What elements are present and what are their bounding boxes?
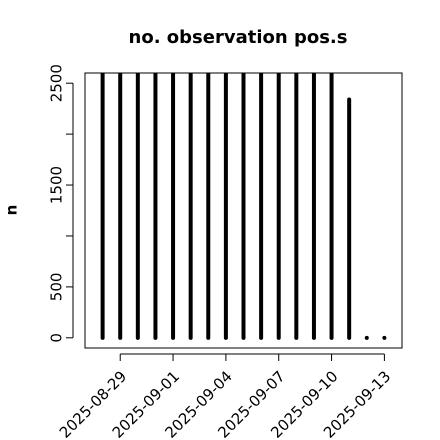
y-tick-label: 1500 (48, 166, 66, 204)
plot-area (100, 73, 387, 340)
y-axis-label: n (3, 205, 21, 216)
y-tick-label: 2500 (48, 64, 66, 102)
y-tick-label: 0 (48, 333, 66, 343)
y-tick-label: 500 (48, 273, 66, 302)
chart-title: no. observation pos.s (129, 27, 348, 48)
